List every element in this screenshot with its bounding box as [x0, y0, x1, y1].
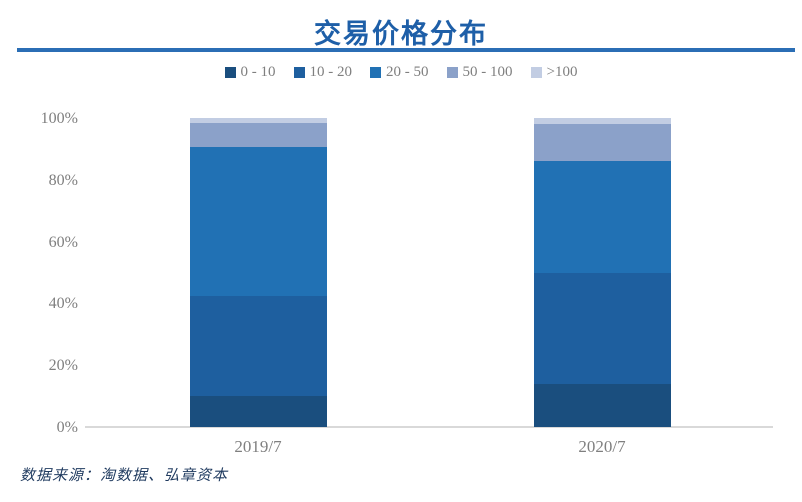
x-axis-category-label: 2019/7 — [234, 437, 282, 456]
x-axis-line — [85, 426, 773, 428]
bar-segment-50-100 — [189, 122, 327, 148]
y-axis-tick-label: 100% — [40, 110, 78, 127]
y-axis-tick-label: 20% — [48, 357, 78, 375]
legend-swatch-icon — [446, 67, 458, 78]
legend-swatch-icon — [530, 67, 542, 78]
bar-segment-20-50 — [189, 147, 327, 296]
source-note: 数据来源：淘数据、弘章资本 — [20, 468, 229, 484]
legend-label: 50 - 100 — [462, 64, 513, 80]
bar-segment->100 — [189, 118, 327, 123]
y-axis-tick-label: 0% — [56, 419, 78, 436]
legend-item: 50 - 100 — [446, 64, 513, 81]
legend-label: 20 - 50 — [386, 64, 429, 80]
legend-label: >100 — [546, 64, 578, 80]
legend-label: 10 - 20 — [309, 64, 353, 80]
bar-segment-50-100 — [533, 124, 671, 162]
title-underline — [17, 48, 795, 52]
y-axis-tick-label: 80% — [48, 171, 78, 189]
chart-title: 交易价格分布 — [314, 19, 488, 49]
legend-swatch-icon — [370, 67, 382, 78]
legend-swatch-icon — [293, 67, 305, 78]
bar-segment->100 — [533, 118, 671, 125]
y-axis-tick-label: 40% — [48, 295, 78, 313]
legend-swatch-icon — [224, 67, 236, 78]
x-axis-category-label: 2020/7 — [578, 437, 626, 456]
bar-segment-0-10 — [189, 396, 327, 427]
legend-item: 0 - 10 — [224, 64, 276, 81]
stacked-bar-2019-7 — [189, 118, 327, 427]
bar-segment-10-20 — [533, 272, 671, 384]
legend: 0 - 10 10 - 20 20 - 50 50 - 100 >100 — [0, 64, 802, 81]
legend-label: 0 - 10 — [240, 64, 276, 80]
legend-item: 10 - 20 — [293, 64, 353, 81]
legend-item: >100 — [530, 64, 578, 81]
bar-segment-20-50 — [533, 161, 671, 273]
legend-item: 20 - 50 — [370, 64, 429, 81]
bar-segment-10-20 — [189, 295, 327, 397]
bar-segment-0-10 — [533, 383, 671, 427]
y-axis-tick-label: 60% — [48, 233, 78, 251]
stacked-bar-2020-7 — [533, 118, 671, 427]
